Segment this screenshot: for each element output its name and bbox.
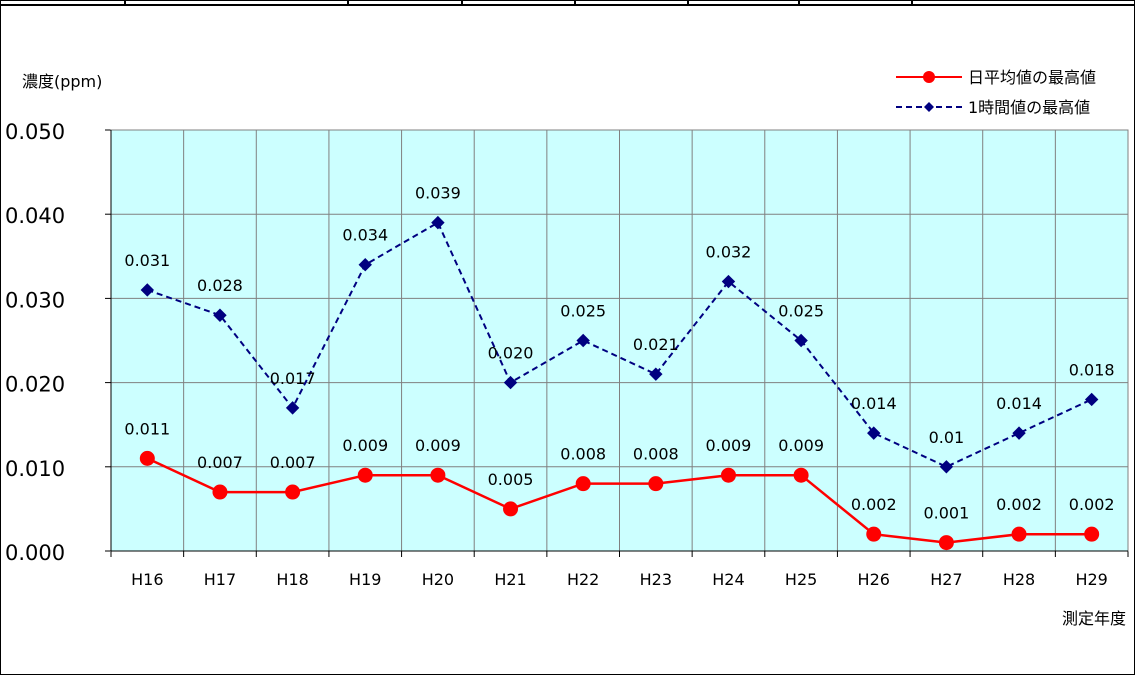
data-label: 0.017 [270,369,316,388]
data-label: 0.007 [197,453,243,472]
data-label: 0.025 [560,302,606,321]
x-tick-label: H22 [567,570,599,589]
data-label: 0.007 [270,453,316,472]
data-point[interactable] [721,274,736,289]
data-point[interactable] [213,308,227,322]
data-point[interactable] [938,535,954,551]
data-point[interactable] [939,460,954,474]
y-tick-label: 0.020 [5,373,65,397]
data-label: 0.008 [560,445,606,464]
data-label: 0.001 [923,504,969,523]
data-point[interactable] [212,484,228,500]
data-point[interactable] [430,467,446,483]
data-point[interactable] [431,215,445,230]
data-point[interactable] [793,467,809,483]
x-tick-label: H26 [858,570,890,589]
y-tick-label: 0.010 [5,457,65,481]
data-label: 0.018 [1069,360,1115,379]
data-label: 0.009 [706,436,752,455]
data-point[interactable] [503,375,518,390]
data-point[interactable] [285,401,300,415]
x-tick-label: H19 [349,570,381,589]
x-tick-label: H29 [1075,570,1107,589]
data-label: 0.002 [1069,495,1115,514]
data-label: 0.039 [415,184,461,203]
y-tick-label: 0.040 [5,204,65,228]
data-point[interactable] [576,333,590,348]
data-label: 0.009 [342,436,388,455]
data-label: 0.031 [124,251,170,270]
x-tick-label: H25 [785,570,817,589]
data-point[interactable] [867,426,881,440]
data-label: 0.021 [633,335,679,354]
data-label: 0.009 [778,436,824,455]
x-tick-label: H18 [276,570,308,589]
data-label: 0.002 [851,495,897,514]
data-label: 0.009 [415,436,461,455]
data-point[interactable] [866,526,882,542]
data-label: 0.014 [996,394,1042,413]
data-label: 0.011 [124,419,170,438]
series-line-2 [146,221,1093,468]
data-label: 0.008 [633,445,679,464]
data-point[interactable] [794,333,808,348]
y-tick-label: 0.000 [5,541,65,565]
data-point[interactable] [357,467,373,483]
series-line-1 [146,457,1092,544]
data-point[interactable] [140,283,155,297]
x-tick-label: H28 [1003,570,1035,589]
data-label: 0.005 [488,470,534,489]
x-tick-label: H16 [131,570,163,589]
x-tick-label: H20 [422,570,454,589]
legend-marker [923,71,935,83]
data-label: 0.028 [197,276,243,295]
data-point[interactable] [139,450,155,466]
x-tick-label: H27 [930,570,962,589]
y-tick-label: 0.030 [5,288,65,312]
data-label: 0.002 [996,495,1042,514]
data-point[interactable] [1011,526,1027,542]
data-label: 0.025 [778,302,824,321]
data-point[interactable] [648,476,664,492]
x-tick-label: H24 [712,570,744,589]
data-point[interactable] [649,367,663,381]
data-point[interactable] [503,501,519,517]
y-axis-title: 濃度(ppm) [22,72,102,91]
data-label: 0.020 [488,344,534,363]
legend-label: 1時間値の最高値 [968,98,1090,117]
legend-label: 日平均値の最高値 [968,68,1096,87]
data-label: 0.01 [929,428,965,447]
y-tick-label: 0.050 [5,120,65,144]
data-point[interactable] [358,258,372,272]
data-label: 0.034 [342,226,388,245]
x-tick-label: H21 [494,570,526,589]
data-point[interactable] [720,467,736,483]
data-point[interactable] [285,484,301,500]
data-label: 0.014 [851,394,897,413]
legend-marker [924,102,934,112]
data-point[interactable] [1012,426,1026,440]
x-tick-label: H17 [204,570,236,589]
data-label: 0.032 [706,243,752,262]
x-tick-label: H23 [640,570,672,589]
data-point[interactable] [1084,392,1099,407]
data-point[interactable] [575,476,591,492]
x-axis-title: 測定年度 [1062,609,1126,628]
data-point[interactable] [1084,526,1100,542]
